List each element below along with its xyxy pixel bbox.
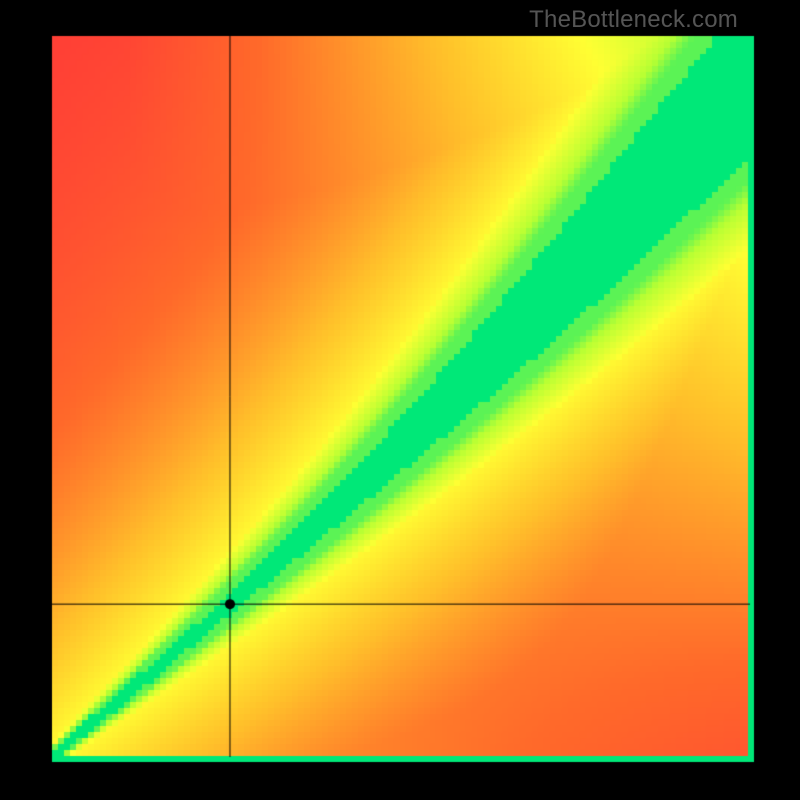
- watermark-text: TheBottleneck.com: [529, 6, 738, 34]
- bottleneck-heatmap: [0, 0, 800, 800]
